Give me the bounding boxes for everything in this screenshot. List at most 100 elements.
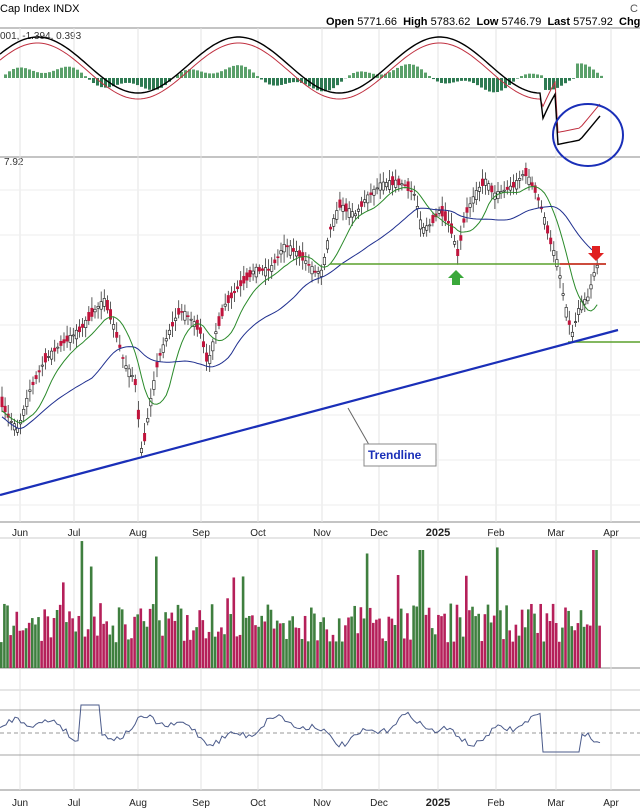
volume-bar	[170, 612, 174, 668]
volume-bar	[443, 613, 446, 668]
candle-body	[418, 219, 422, 230]
volume-bar	[204, 638, 208, 668]
candle-body	[555, 259, 559, 267]
volume-bar	[21, 630, 25, 668]
candle-body	[251, 270, 255, 275]
volume-bar	[89, 566, 93, 668]
candle-body	[198, 327, 202, 334]
volume-bar	[496, 547, 499, 668]
macd-bar	[424, 72, 427, 78]
macd-bar	[252, 72, 255, 78]
open-value: 5771.66	[357, 16, 397, 28]
volume-bar	[223, 634, 226, 668]
volume-bar	[508, 630, 511, 668]
macd-bar	[44, 72, 47, 78]
last-label: Last	[547, 16, 571, 28]
macd-bar	[116, 78, 119, 85]
candle-body	[350, 211, 354, 218]
green-arrow-icon	[448, 270, 464, 285]
candle-body	[387, 180, 391, 190]
macd-bar	[348, 75, 351, 78]
candle-body	[195, 319, 199, 330]
candle-body	[282, 244, 286, 253]
macd-bar	[416, 66, 419, 78]
candle-body	[573, 321, 577, 323]
macd-bar	[472, 78, 475, 84]
volume-bar	[210, 604, 214, 668]
candle-body	[288, 245, 292, 256]
candle-body	[254, 266, 258, 278]
volume-bar	[306, 641, 310, 668]
volume-bar	[294, 627, 298, 668]
macd-bar	[448, 78, 451, 84]
volume-bar	[561, 627, 564, 668]
macd-line	[0, 36, 601, 146]
volume-bar	[554, 623, 558, 668]
volume-bar	[350, 616, 353, 668]
candle-body	[440, 206, 444, 217]
candle-body	[353, 213, 357, 217]
candle-body	[65, 335, 69, 342]
candle-body	[453, 241, 457, 245]
candle-body	[403, 184, 407, 187]
macd-bar	[392, 70, 395, 78]
macd-bar	[460, 78, 463, 81]
volume-bar	[536, 632, 539, 668]
macd-bar	[356, 71, 359, 78]
volume-bar	[356, 633, 360, 668]
macd-bar	[432, 78, 435, 80]
macd-bar	[380, 74, 383, 78]
macd-bar	[204, 72, 207, 78]
macd-bar	[360, 71, 363, 78]
candle-body	[68, 335, 72, 343]
high-value: 5783.62	[430, 16, 471, 28]
volume-bar	[489, 622, 493, 668]
macd-bar	[64, 66, 67, 78]
candle-body	[425, 225, 429, 231]
candle-body	[56, 346, 60, 349]
volume-bar	[468, 610, 471, 668]
chg-label: Chg	[619, 16, 640, 28]
volume-bar	[322, 617, 325, 668]
candle-body	[329, 226, 333, 230]
macd-bar	[216, 72, 219, 78]
macd-bar	[276, 78, 279, 86]
macd-bar	[176, 74, 179, 78]
candle-body	[304, 260, 308, 264]
candle-body	[294, 251, 298, 257]
volume-bar	[266, 604, 270, 668]
macd-bar	[272, 78, 275, 86]
volume-bar	[539, 603, 542, 668]
volume-bar	[368, 607, 372, 668]
candle-body	[375, 187, 379, 190]
volume-bar	[142, 621, 146, 668]
macd-bar	[496, 78, 499, 93]
corner-label: C	[630, 3, 638, 15]
candle-body	[422, 227, 426, 234]
candle-body	[214, 331, 218, 335]
candle-body	[208, 355, 212, 364]
macd-bar	[232, 65, 235, 78]
volume-bar	[155, 556, 158, 668]
candle-body	[236, 286, 240, 290]
candle-body	[229, 292, 233, 299]
x-tick-label: Sep	[192, 528, 210, 539]
volume-bar	[412, 605, 415, 668]
volume-bar	[505, 605, 508, 668]
volume-bar	[579, 610, 583, 668]
candle-body	[78, 326, 82, 333]
volume-bar	[179, 608, 183, 668]
volume-bar	[458, 617, 462, 668]
macd-bar	[164, 78, 167, 86]
volume-bar	[151, 604, 155, 668]
macd-bar	[40, 72, 43, 78]
macd-bar	[408, 64, 411, 78]
volume-bar	[492, 615, 496, 668]
macd-bar	[124, 78, 127, 83]
candle-body	[186, 315, 190, 317]
macd-bar	[76, 69, 79, 78]
volume-bar	[235, 636, 239, 668]
macd-bar	[384, 73, 387, 78]
candle-body	[99, 301, 103, 310]
volume-bar	[263, 621, 267, 668]
